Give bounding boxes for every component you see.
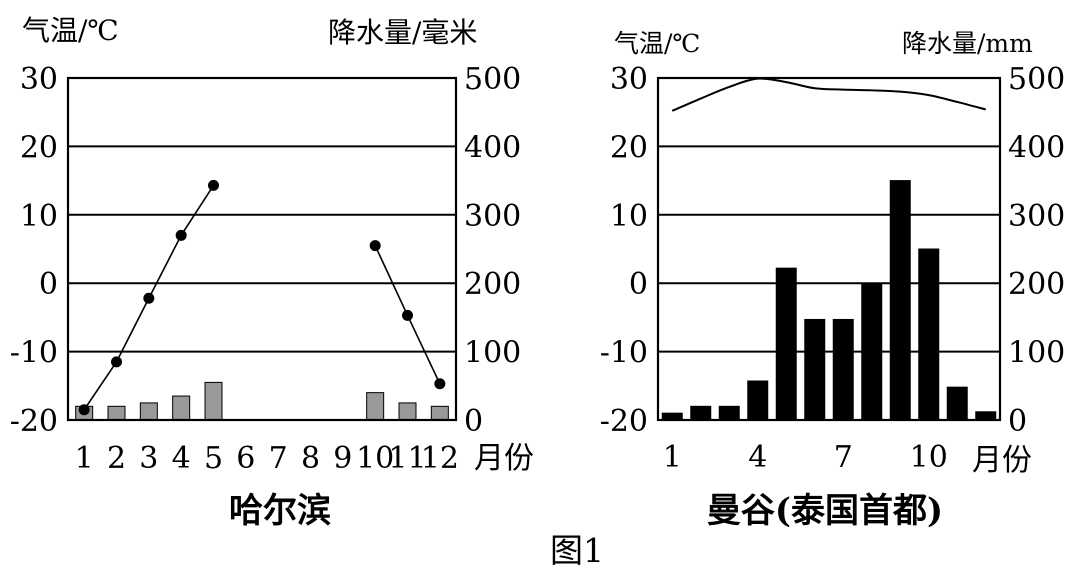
x-tick-label: 6: [236, 441, 255, 476]
x-tick-label: 3: [139, 441, 158, 476]
left-tick-label: 30: [610, 62, 648, 97]
precipitation-bar: [690, 405, 712, 421]
right-axis-label: 降水量/毫米: [328, 16, 477, 49]
right-tick-label: 200: [464, 267, 521, 302]
precipitation-bar: [398, 402, 417, 421]
left-tick-label: -10: [600, 336, 648, 371]
x-tick-label: 10: [910, 440, 948, 475]
right-tick-label: 0: [464, 404, 483, 439]
x-tick-label: 4: [748, 440, 767, 475]
precipitation-bar: [366, 392, 385, 421]
right-axis-label: 降水量/mm: [902, 29, 1033, 58]
precipitation-bar: [107, 405, 126, 421]
temperature-point: [208, 179, 219, 191]
left-tick-label: 20: [20, 130, 58, 165]
right-tick-label: 500: [464, 62, 521, 97]
x-tick-label: 2: [107, 441, 126, 476]
left-tick-label: -20: [600, 404, 648, 439]
right-tick-label: 300: [1008, 199, 1065, 234]
temperature-point: [175, 229, 187, 241]
chart-title: 哈尔滨: [229, 491, 331, 531]
precipitation-bar: [946, 386, 968, 421]
right-tick-label: 0: [1008, 404, 1027, 439]
x-tick-label: 11: [388, 441, 426, 476]
left-tick-label: 10: [610, 199, 648, 234]
left-tick-label: 10: [20, 199, 58, 234]
plot-frame: [656, 76, 1002, 422]
right-tick-label: 400: [464, 130, 521, 165]
temperature-line: [671, 77, 987, 112]
x-tick-label: 4: [172, 441, 191, 476]
x-tick-label: 1: [75, 441, 94, 476]
left-tick-label: -20: [10, 404, 58, 439]
precipitation-bar: [718, 405, 740, 421]
x-tick-label: 7: [834, 440, 853, 475]
figure-caption: 图1: [550, 531, 604, 570]
right-tick-label: 500: [1008, 62, 1065, 97]
x-tick-label: 12: [421, 441, 459, 476]
chart-bangkok: 气温/℃ 降水量/mm 曼谷(泰国首都) 3020100-10-20500400…: [600, 29, 1066, 531]
chart-harbin: 气温/℃ 降水量/毫米 哈尔滨 3020100-10-2050040030020…: [10, 14, 534, 531]
plot-frame: [66, 76, 458, 422]
temperature-point: [143, 292, 155, 304]
temperature-point: [111, 356, 122, 368]
right-tick-label: 300: [464, 199, 521, 234]
precipitation-bar: [172, 395, 191, 421]
precipitation-bar: [430, 405, 449, 421]
precipitation-bar: [775, 267, 797, 421]
precipitation-bar: [204, 381, 223, 421]
x-tick-label: 7: [269, 441, 288, 476]
right-tick-label: 400: [1008, 130, 1065, 165]
x-tick-label: 5: [204, 441, 223, 476]
temperature-point: [78, 404, 90, 416]
chart-title: 曼谷(泰国首都): [707, 491, 943, 531]
x-unit-label: 月份: [474, 441, 534, 476]
right-tick-label: 100: [1008, 336, 1065, 371]
left-tick-label: 0: [629, 267, 648, 302]
temperature-point: [369, 240, 381, 252]
x-tick-label: 1: [663, 440, 682, 475]
left-axis-label: 气温/℃: [22, 14, 119, 47]
precipitation-bar: [918, 248, 940, 421]
temperature-point: [402, 309, 413, 321]
precipitation-bar: [861, 282, 883, 421]
x-tick-label: 10: [356, 441, 394, 476]
left-tick-label: -10: [10, 336, 58, 371]
left-tick-label: 30: [20, 62, 58, 97]
left-tick-label: 20: [610, 130, 648, 165]
right-tick-label: 100: [464, 336, 521, 371]
precipitation-bar: [832, 318, 854, 421]
precipitation-bar: [975, 411, 997, 421]
temperature-point: [434, 378, 446, 390]
x-tick-label: 9: [333, 441, 352, 476]
precipitation-bar: [747, 380, 769, 421]
precipitation-bar: [804, 318, 826, 421]
left-axis-label: 气温/℃: [614, 29, 700, 58]
x-tick-label: 8: [301, 441, 320, 476]
precipitation-bar: [889, 180, 911, 421]
left-tick-label: 0: [39, 267, 58, 302]
precipitation-bar: [139, 402, 158, 421]
x-unit-label: 月份: [972, 443, 1032, 478]
right-tick-label: 200: [1008, 267, 1065, 302]
